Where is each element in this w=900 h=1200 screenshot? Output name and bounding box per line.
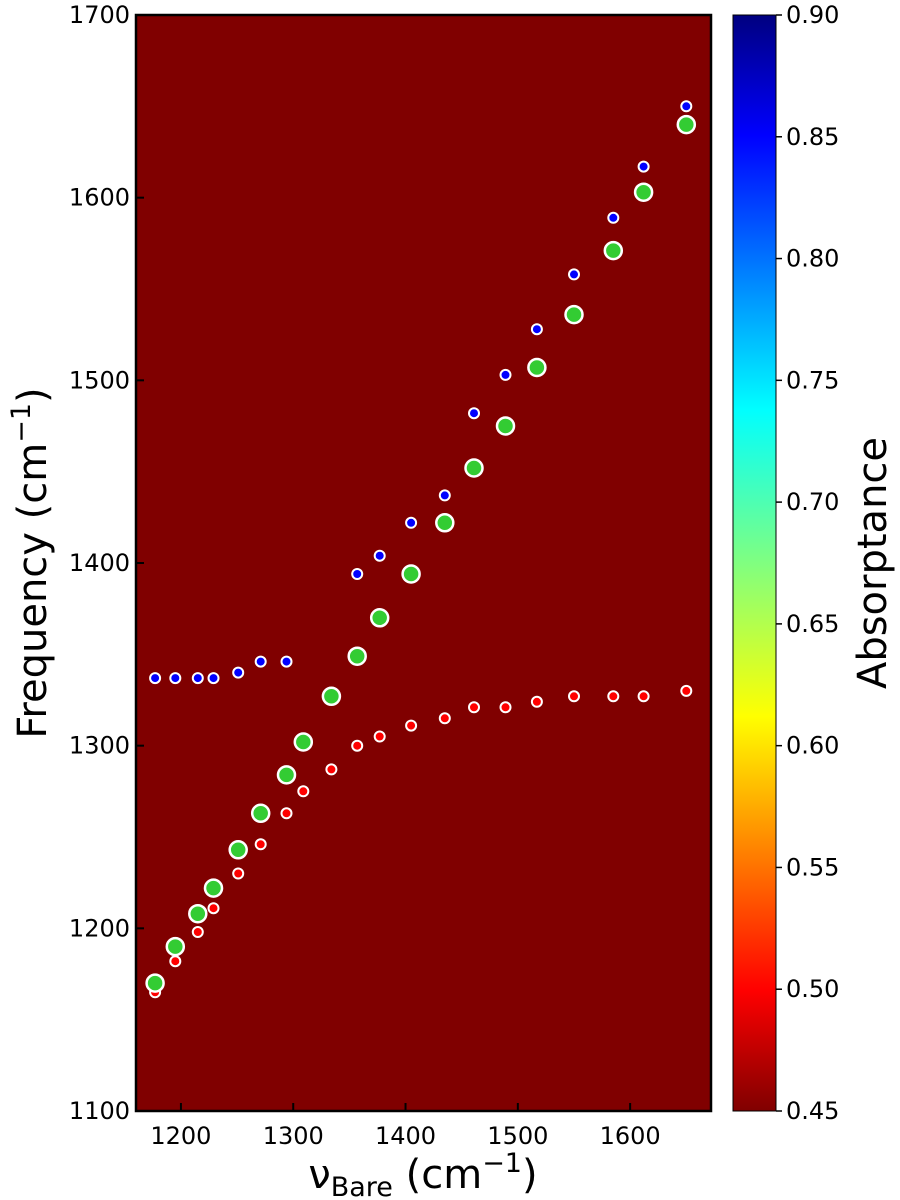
data-point-series-1 <box>607 690 620 703</box>
y-axis: 1100 1200 1300 1400 1500 1600 1700 <box>69 1 144 1125</box>
x-axis-title-main: ν <box>308 1152 330 1198</box>
data-point-series-1 <box>530 695 543 708</box>
colorbar-tick-label: 0.60 <box>786 732 839 760</box>
data-point-series-1 <box>297 785 310 798</box>
data-point-series-1 <box>499 701 512 714</box>
colorbar-tick-label: 0.75 <box>786 366 839 394</box>
x-tick-label: 1300 <box>263 1122 324 1150</box>
data-point-series-2 <box>464 458 484 478</box>
data-point-series-1 <box>568 690 580 703</box>
data-point-series-0 <box>468 407 480 420</box>
data-point-series-2 <box>633 182 654 202</box>
colorbar-tick-label: 0.70 <box>786 488 839 516</box>
data-point-series-0 <box>169 672 182 685</box>
colorbar-label: Absorptance <box>850 437 896 689</box>
data-point-series-0 <box>680 100 693 113</box>
colorbar-tick-label: 0.80 <box>786 245 839 273</box>
data-point-series-2 <box>564 304 584 325</box>
plot-background <box>136 15 711 1111</box>
data-point-series-2 <box>321 686 342 707</box>
data-point-series-2 <box>203 878 224 898</box>
data-point-series-1 <box>254 838 267 851</box>
data-point-series-2 <box>188 903 208 924</box>
data-points <box>145 100 697 999</box>
data-point-series-1 <box>207 902 220 915</box>
x-axis-title-unit: (cm <box>393 1152 482 1198</box>
data-point-series-1 <box>191 926 204 938</box>
data-point-series-0 <box>254 655 267 668</box>
data-point-series-1 <box>405 719 418 732</box>
data-point-series-0 <box>530 323 543 336</box>
data-point-series-2 <box>401 564 421 584</box>
data-point-series-0 <box>637 160 650 173</box>
y-axis-title: Frequency (cm−1) <box>6 387 56 738</box>
colorbar-ticks: 0.45 0.50 0.55 0.60 0.65 0.70 0.75 0.80 0.85 0.90 <box>776 1 839 1125</box>
data-point-series-0 <box>351 568 364 580</box>
data-point-series-2 <box>145 973 165 993</box>
y-tick-label: 1500 <box>69 366 130 394</box>
data-point-series-1 <box>232 867 245 880</box>
data-point-series-1 <box>325 763 338 776</box>
colorbar <box>732 14 777 1112</box>
data-point-series-0 <box>499 368 512 381</box>
y-tick-label: 1100 <box>69 1097 130 1125</box>
data-point-series-2 <box>276 765 297 785</box>
y-tick-label: 1600 <box>69 184 130 212</box>
y-tick-label: 1200 <box>69 914 130 942</box>
data-point-series-0 <box>232 666 245 679</box>
colorbar-tick-label: 0.55 <box>786 853 839 881</box>
colorbar-tick-label: 0.90 <box>786 1 839 29</box>
data-point-series-0 <box>207 672 220 685</box>
data-point-series-1 <box>169 955 182 968</box>
x-axis: 1200 1300 1400 1500 1600 <box>150 1103 661 1150</box>
data-point-series-0 <box>405 516 418 529</box>
data-point-series-2 <box>527 357 547 378</box>
data-point-series-0 <box>280 655 293 668</box>
data-point-series-1 <box>280 807 293 820</box>
x-axis-title-sub: Bare <box>331 1172 393 1200</box>
data-point-series-2 <box>250 803 271 824</box>
y-tick-label: 1700 <box>69 1 130 29</box>
colorbar-tick-label: 0.85 <box>786 123 839 151</box>
y-tick-label: 1300 <box>69 732 130 760</box>
data-point-series-0 <box>191 672 204 685</box>
colorbar-tick-label: 0.50 <box>786 975 839 1003</box>
x-axis-title-close: ) <box>522 1152 538 1198</box>
data-point-series-2 <box>347 646 367 666</box>
data-point-series-2 <box>603 240 624 261</box>
data-point-series-0 <box>607 211 620 224</box>
x-axis-title-sup: −1 <box>482 1148 522 1179</box>
data-point-series-1 <box>351 739 364 752</box>
data-point-series-2 <box>165 936 186 957</box>
data-point-series-0 <box>149 672 162 685</box>
data-point-series-0 <box>438 489 451 502</box>
y-axis-title-main: Frequency (cm <box>10 443 56 739</box>
data-point-series-1 <box>468 701 480 714</box>
data-point-series-2 <box>228 840 248 860</box>
x-tick-label: 1200 <box>150 1122 211 1150</box>
colorbar-tick-label: 0.65 <box>786 610 839 638</box>
data-point-series-2 <box>676 114 697 135</box>
x-axis-title: νBare (cm−1) <box>308 1148 537 1200</box>
y-axis-title-sup: −1 <box>6 403 37 443</box>
data-point-series-1 <box>373 730 386 743</box>
x-tick-label: 1500 <box>487 1122 548 1150</box>
data-point-series-2 <box>495 416 516 436</box>
data-point-series-1 <box>438 712 451 725</box>
x-tick-label: 1600 <box>600 1122 661 1150</box>
data-point-series-0 <box>373 549 386 562</box>
data-point-series-1 <box>637 690 650 703</box>
y-axis-title-close: ) <box>10 387 56 403</box>
colorbar-tick-label: 0.45 <box>786 1097 839 1125</box>
y-tick-label: 1400 <box>69 549 130 577</box>
data-point-series-0 <box>568 268 580 281</box>
x-tick-label: 1400 <box>375 1122 436 1150</box>
data-point-series-2 <box>435 513 455 533</box>
data-point-series-2 <box>369 608 390 628</box>
data-point-series-2 <box>293 732 314 752</box>
data-point-series-1 <box>680 684 693 697</box>
